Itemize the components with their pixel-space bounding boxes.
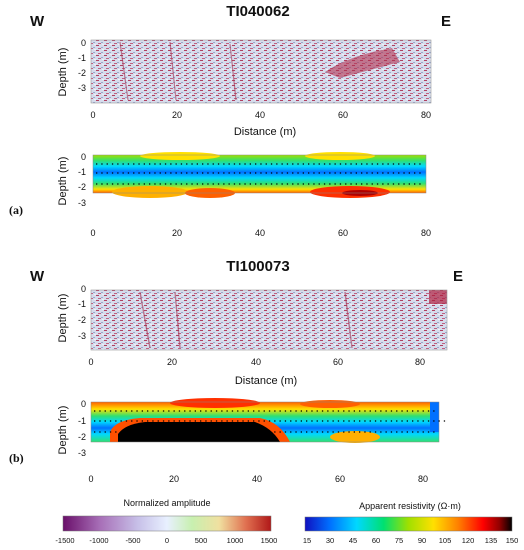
- gpr-radargram-a: [90, 39, 432, 104]
- gpr-ytick-a-1: -1: [78, 53, 86, 63]
- legend-gpr-colorbar: [62, 515, 272, 532]
- electrodes-b: [94, 410, 446, 433]
- gpr-xtick-a-2: 40: [255, 110, 265, 120]
- legend-gpr-tick-6: 1500: [261, 536, 278, 545]
- gpr-ytick-a-2: -2: [78, 68, 86, 78]
- west-label-a: W: [30, 13, 45, 30]
- ert-section-b: [90, 398, 440, 443]
- gpr-ylabel-a: Depth (m): [57, 48, 69, 97]
- legend-res-tick-2: 45: [349, 536, 357, 545]
- legend-res-tick-3: 60: [372, 536, 380, 545]
- ert-ytick-b-3: -3: [78, 448, 86, 458]
- gpr-xtick-b-3: 60: [333, 357, 343, 367]
- legend-res-tick-8: 135: [485, 536, 498, 545]
- legend-res-tick-0: 15: [303, 536, 311, 545]
- ert-ytick-a-3: -3: [78, 198, 86, 208]
- legend-gpr-tick-3: 0: [165, 536, 169, 545]
- gpr-ytick-a-3: -3: [78, 83, 86, 93]
- ert-xtick-a-3: 60: [338, 228, 348, 238]
- ert-xtick-b-4: 80: [418, 474, 428, 484]
- legend-gpr-tick-2: -500: [125, 536, 140, 545]
- ert-section-a: [92, 152, 427, 198]
- legend-res-title: Apparent resistivity (Ω·m): [359, 501, 461, 511]
- west-label-b: W: [30, 268, 45, 285]
- legend-res-tick-9: 150: [506, 536, 519, 545]
- gpr-ytick-a-0: 0: [81, 38, 86, 48]
- ert-xtick-b-0: 0: [88, 474, 93, 484]
- gpr-xtick-a-4: 80: [421, 110, 431, 120]
- gpr-ytick-b-0: 0: [81, 284, 86, 294]
- east-label-b: E: [453, 268, 463, 285]
- legend-gpr-title: Normalized amplitude: [123, 498, 210, 508]
- legend-res-tick-7: 120: [462, 536, 475, 545]
- legend-res-tick-1: 30: [326, 536, 334, 545]
- ert-xtick-a-4: 80: [421, 228, 431, 238]
- panel-label-b: (b): [9, 451, 24, 465]
- gpr-xtick-b-4: 80: [415, 357, 425, 367]
- legend-res-colorbar: [304, 516, 513, 532]
- ert-xtick-a-1: 20: [172, 228, 182, 238]
- ert-ylabel-a: Depth (m): [57, 157, 69, 206]
- legend-gpr-tick-0: -1500: [55, 536, 74, 545]
- ert-ytick-b-0: 0: [81, 399, 86, 409]
- ert-ylabel-b: Depth (m): [57, 406, 69, 455]
- legend-gpr-tick-5: 1000: [227, 536, 244, 545]
- legend-res-tick-5: 90: [418, 536, 426, 545]
- gpr-ylabel-b: Depth (m): [57, 294, 69, 343]
- gpr-xtick-b-1: 20: [167, 357, 177, 367]
- gpr-xtick-a-1: 20: [172, 110, 182, 120]
- gpr-xtick-a-0: 0: [90, 110, 95, 120]
- gpr-ytick-b-2: -2: [78, 315, 86, 325]
- panel-label-a: (a): [9, 203, 23, 217]
- gpr-xlabel-b: Distance (m): [235, 375, 297, 387]
- east-label-a: E: [441, 13, 451, 30]
- ert-ytick-a-2: -2: [78, 182, 86, 192]
- legend-res-tick-6: 105: [439, 536, 452, 545]
- gpr-xtick-b-0: 0: [88, 357, 93, 367]
- legend-gpr-tick-1: -1000: [89, 536, 108, 545]
- ert-xtick-b-1: 20: [169, 474, 179, 484]
- gpr-xtick-b-2: 40: [251, 357, 261, 367]
- gpr-xtick-a-3: 60: [338, 110, 348, 120]
- ert-ytick-a-0: 0: [81, 152, 86, 162]
- legend-gpr-tick-4: 500: [195, 536, 208, 545]
- gpr-xlabel-a: Distance (m): [234, 126, 296, 138]
- profile-title-a: TI040062: [226, 3, 289, 20]
- legend-res-tick-4: 75: [395, 536, 403, 545]
- ert-ytick-a-1: -1: [78, 167, 86, 177]
- profile-title-b: TI100073: [226, 258, 289, 275]
- gpr-ytick-b-1: -1: [78, 299, 86, 309]
- gpr-radargram-b: [90, 289, 448, 351]
- ert-xtick-b-2: 40: [252, 474, 262, 484]
- ert-xtick-a-2: 40: [255, 228, 265, 238]
- gpr-ytick-b-3: -3: [78, 331, 86, 341]
- ert-xtick-a-0: 0: [90, 228, 95, 238]
- ert-ytick-b-1: -1: [78, 416, 86, 426]
- ert-xtick-b-3: 60: [335, 474, 345, 484]
- ert-ytick-b-2: -2: [78, 432, 86, 442]
